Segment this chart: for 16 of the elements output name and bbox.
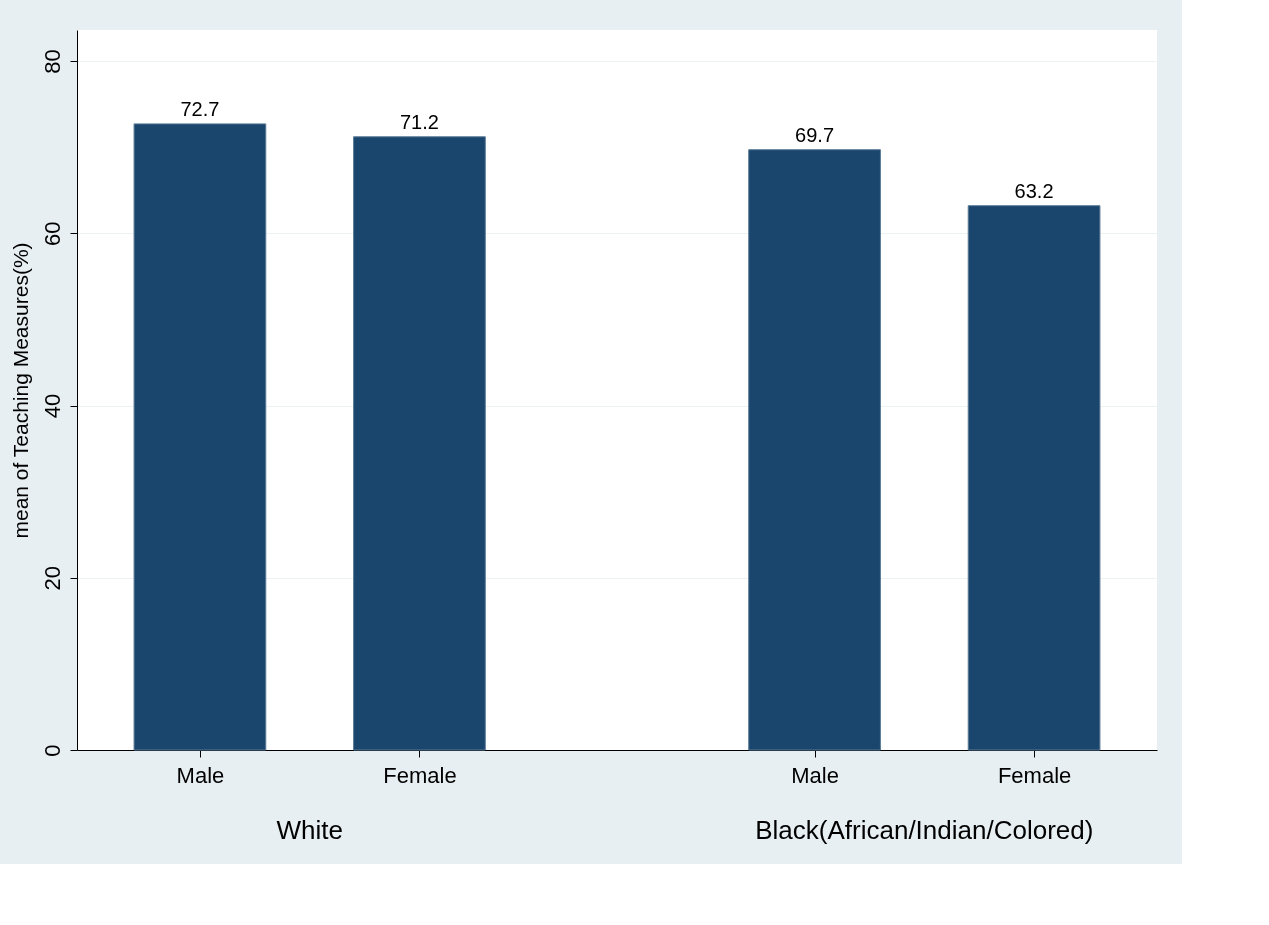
- text: Black(African/Indian/Colored): [755, 815, 1094, 845]
- x-tick-label: Female: [383, 762, 457, 788]
- data-label: 69.7: [795, 123, 835, 146]
- data-label: 71.2: [399, 110, 439, 133]
- data-label: 72.7: [180, 97, 220, 120]
- y-tick-label: 80: [39, 49, 65, 74]
- x-tick-label: Male: [176, 762, 225, 788]
- y-tick-label: 0: [39, 744, 65, 757]
- y-tick-label: 60: [39, 221, 65, 246]
- data-label: 63.2: [1014, 179, 1054, 202]
- y-axis-title: mean of Teaching Measures(%): [8, 242, 32, 539]
- y-tick-label: 20: [39, 566, 65, 591]
- y-tick-label: 40: [39, 393, 65, 419]
- x-tick-label: Male: [791, 762, 839, 788]
- x-tick-label: Female: [997, 762, 1072, 788]
- text: White: [276, 815, 343, 845]
